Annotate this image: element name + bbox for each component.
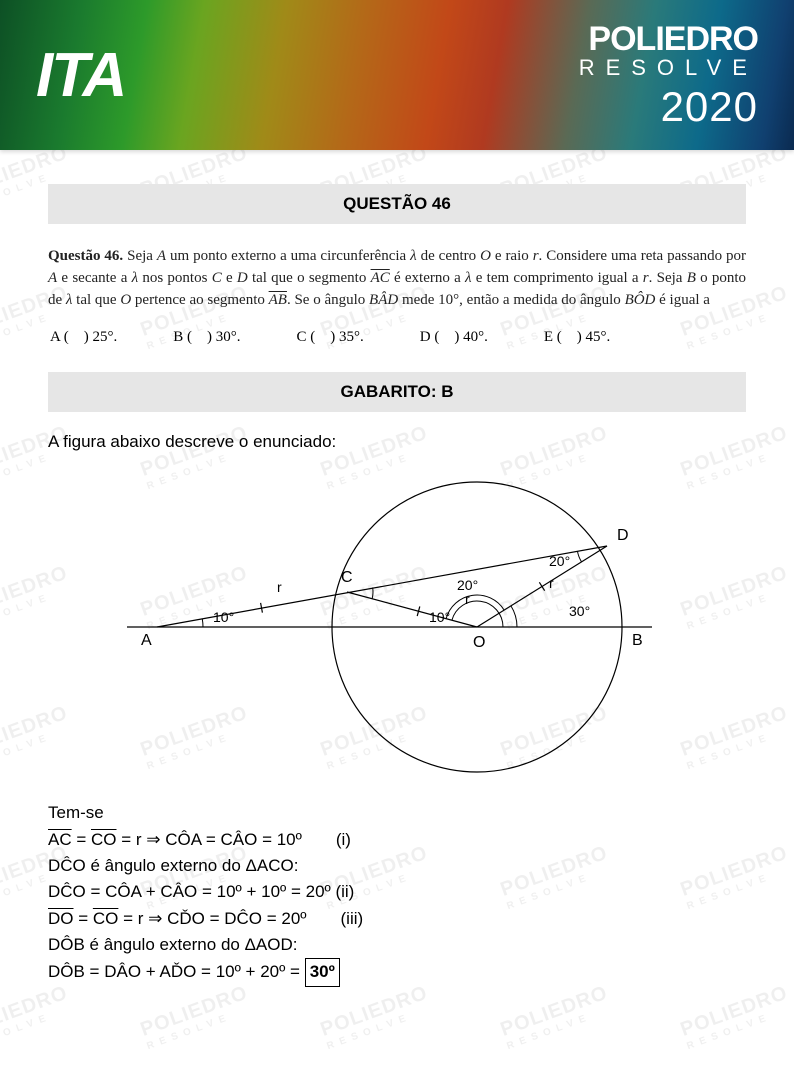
alt-e: E ( ) 45°. — [544, 329, 610, 346]
svg-text:30°: 30° — [569, 603, 590, 619]
svg-text:C: C — [341, 569, 353, 586]
alternatives-row: A ( ) 25°. B ( ) 30°. C ( ) 35°. D ( ) 4… — [50, 329, 746, 346]
svg-text:10°: 10° — [429, 609, 450, 625]
brand-mid: RESOLVE — [579, 55, 758, 81]
alt-b: B ( ) 30°. — [173, 329, 240, 346]
question-number-bar: QUESTÃO 46 — [48, 184, 746, 224]
sol-l3: DĈO = CÔA + CÂO = 10º + 10º = 20º (ii) — [48, 879, 746, 905]
svg-text:10°: 10° — [213, 609, 234, 625]
geometry-figure: AOBCD10°r20°10°rr20°30° — [117, 462, 677, 782]
header-brand: POLIEDRO RESOLVE 2020 — [579, 20, 758, 131]
brand-top: POLIEDRO — [579, 20, 758, 59]
answer-bar: GABARITO: B — [48, 372, 746, 412]
brand-year: 2020 — [579, 83, 758, 131]
svg-text:O: O — [473, 634, 485, 651]
sol-l2: DĈO é ângulo externo do ΔACO: — [48, 853, 746, 879]
svg-text:r: r — [277, 579, 282, 595]
figure-wrap: AOBCD10°r20°10°rr20°30° — [48, 462, 746, 782]
question-num: Questão 46. — [48, 248, 123, 264]
header-left: ITA — [36, 40, 125, 111]
solution-intro: A figura abaixo descreve o enunciado: — [48, 432, 746, 452]
svg-text:D: D — [617, 527, 629, 544]
header-banner: ITA POLIEDRO RESOLVE 2020 — [0, 0, 794, 150]
question-text: Questão 46. Seja A um ponto externo a um… — [48, 246, 746, 311]
svg-text:B: B — [632, 632, 643, 649]
sol-l5: DÔB é ângulo externo do ΔAOD: — [48, 932, 746, 958]
svg-text:A: A — [141, 632, 152, 649]
svg-text:r: r — [465, 591, 470, 607]
solution-text: Tem-se AC = CO = r ⇒ CÔA = CÂO = 10º (i)… — [48, 800, 746, 986]
svg-text:20°: 20° — [549, 553, 570, 569]
alt-d: D ( ) 40°. — [420, 329, 488, 346]
alt-c: C ( ) 35°. — [297, 329, 364, 346]
svg-text:r: r — [549, 575, 554, 591]
sol-l0: Tem-se — [48, 800, 746, 826]
sol-l1: AC = CO = r ⇒ CÔA = CÂO = 10º (i) — [48, 827, 746, 853]
sol-l6: DÔB = DÂO + AĎO = 10º + 20º = 30º — [48, 958, 746, 986]
alt-a: A ( ) 25°. — [50, 329, 117, 346]
sol-l4: DO = CO = r ⇒ CĎO = DĈO = 20º (iii) — [48, 906, 746, 932]
